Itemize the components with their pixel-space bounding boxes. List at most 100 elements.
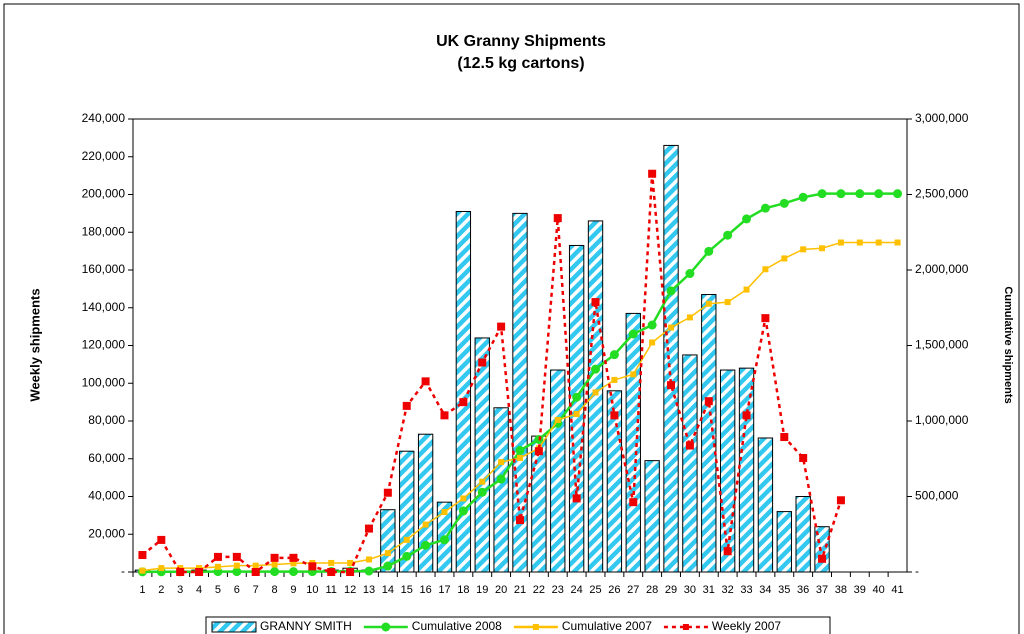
marker bbox=[723, 230, 733, 240]
marker bbox=[591, 298, 600, 307]
x-tick-label: 7 bbox=[253, 584, 259, 596]
marker bbox=[649, 339, 656, 346]
marker bbox=[176, 568, 185, 576]
marker bbox=[742, 214, 752, 224]
chart-border bbox=[3, 3, 1020, 634]
marker bbox=[233, 562, 240, 569]
marker bbox=[572, 392, 582, 402]
marker bbox=[893, 189, 903, 199]
legend-marker bbox=[682, 624, 689, 630]
x-tick-label: 28 bbox=[646, 584, 658, 596]
marker bbox=[441, 509, 448, 516]
x-tick-label: 30 bbox=[684, 584, 696, 596]
marker bbox=[479, 478, 486, 485]
marker bbox=[817, 189, 827, 199]
marker bbox=[685, 269, 695, 279]
chart-title: UK Granny Shipments bbox=[436, 33, 606, 50]
y-tick-label: 80,000 bbox=[88, 413, 125, 427]
x-tick-label: 3 bbox=[177, 584, 183, 596]
x-tick-label: 31 bbox=[703, 584, 715, 596]
y2-tick-label: 1,000,000 bbox=[915, 413, 969, 427]
marker bbox=[780, 433, 789, 442]
marker bbox=[819, 245, 826, 252]
marker bbox=[383, 561, 393, 571]
legend-label: Cumulative 2008 bbox=[412, 619, 502, 633]
marker bbox=[836, 189, 846, 199]
y-tick-label: 60,000 bbox=[88, 451, 125, 465]
marker bbox=[139, 567, 146, 574]
line bbox=[141, 173, 843, 574]
marker bbox=[328, 559, 335, 566]
marker bbox=[609, 350, 619, 360]
marker bbox=[837, 239, 844, 246]
x-tick-label: 9 bbox=[290, 584, 296, 596]
y-tick-label: 220,000 bbox=[82, 149, 126, 163]
marker bbox=[517, 454, 523, 461]
marker bbox=[723, 547, 732, 556]
marker bbox=[762, 266, 769, 273]
x-tick-label: 17 bbox=[438, 584, 450, 596]
x-tick-label: 20 bbox=[495, 584, 507, 596]
y-tick-label: 180,000 bbox=[82, 224, 126, 238]
legend-label: GRANNY SMITH bbox=[260, 619, 352, 633]
marker bbox=[498, 459, 505, 466]
marker bbox=[874, 189, 884, 199]
x-tick-label: 6 bbox=[234, 584, 240, 596]
marker bbox=[686, 314, 693, 321]
x-tick-label: 15 bbox=[401, 584, 413, 596]
bar bbox=[493, 407, 509, 573]
marker bbox=[800, 246, 807, 253]
marker bbox=[288, 567, 298, 577]
marker bbox=[630, 371, 637, 378]
marker bbox=[497, 322, 506, 331]
y-tick-label: 200,000 bbox=[82, 187, 126, 201]
marker bbox=[421, 377, 430, 386]
y2-tick-label: - bbox=[915, 564, 919, 578]
x-tick-label: 14 bbox=[382, 584, 394, 596]
marker bbox=[195, 568, 204, 576]
y2-tick-label: 2,000,000 bbox=[915, 262, 969, 276]
bar bbox=[380, 509, 396, 573]
marker bbox=[478, 358, 487, 367]
marker bbox=[779, 198, 789, 208]
marker bbox=[327, 568, 336, 576]
x-tick-label: 27 bbox=[627, 584, 639, 596]
marker bbox=[364, 566, 374, 576]
marker bbox=[760, 203, 770, 213]
x-tick-label: 23 bbox=[552, 584, 564, 596]
x-tick-label: 1 bbox=[139, 584, 145, 596]
x-tick-label: 11 bbox=[326, 584, 337, 596]
x-tick-label: 37 bbox=[816, 584, 828, 596]
marker bbox=[516, 516, 524, 525]
bar bbox=[625, 312, 641, 573]
x-tick-label: 22 bbox=[533, 584, 545, 596]
y2-tick-label: 3,000,000 bbox=[915, 111, 969, 125]
marker bbox=[460, 495, 467, 502]
marker bbox=[592, 389, 599, 396]
marker bbox=[666, 286, 676, 296]
marker bbox=[403, 536, 410, 543]
marker bbox=[742, 411, 751, 420]
x-tick-label: 25 bbox=[589, 584, 601, 596]
bar bbox=[757, 437, 774, 573]
x-tick-label: 36 bbox=[797, 584, 809, 596]
marker bbox=[573, 411, 580, 418]
y-axis-label: Weekly shipments bbox=[27, 288, 42, 401]
marker bbox=[364, 524, 373, 533]
bar bbox=[512, 212, 528, 573]
bar bbox=[663, 144, 679, 573]
y-tick-label: 160,000 bbox=[82, 262, 126, 276]
y-tick-label: - bbox=[121, 564, 125, 578]
y-tick-label: 240,000 bbox=[82, 111, 126, 125]
x-tick-label: 33 bbox=[740, 584, 752, 596]
marker bbox=[477, 487, 487, 497]
marker bbox=[138, 551, 147, 560]
marker bbox=[629, 498, 638, 507]
marker bbox=[458, 506, 468, 516]
marker bbox=[402, 401, 411, 410]
marker bbox=[270, 553, 279, 562]
marker bbox=[290, 560, 297, 567]
marker bbox=[554, 416, 561, 423]
y2-axis-label: Cumulative shipments bbox=[1002, 286, 1014, 403]
